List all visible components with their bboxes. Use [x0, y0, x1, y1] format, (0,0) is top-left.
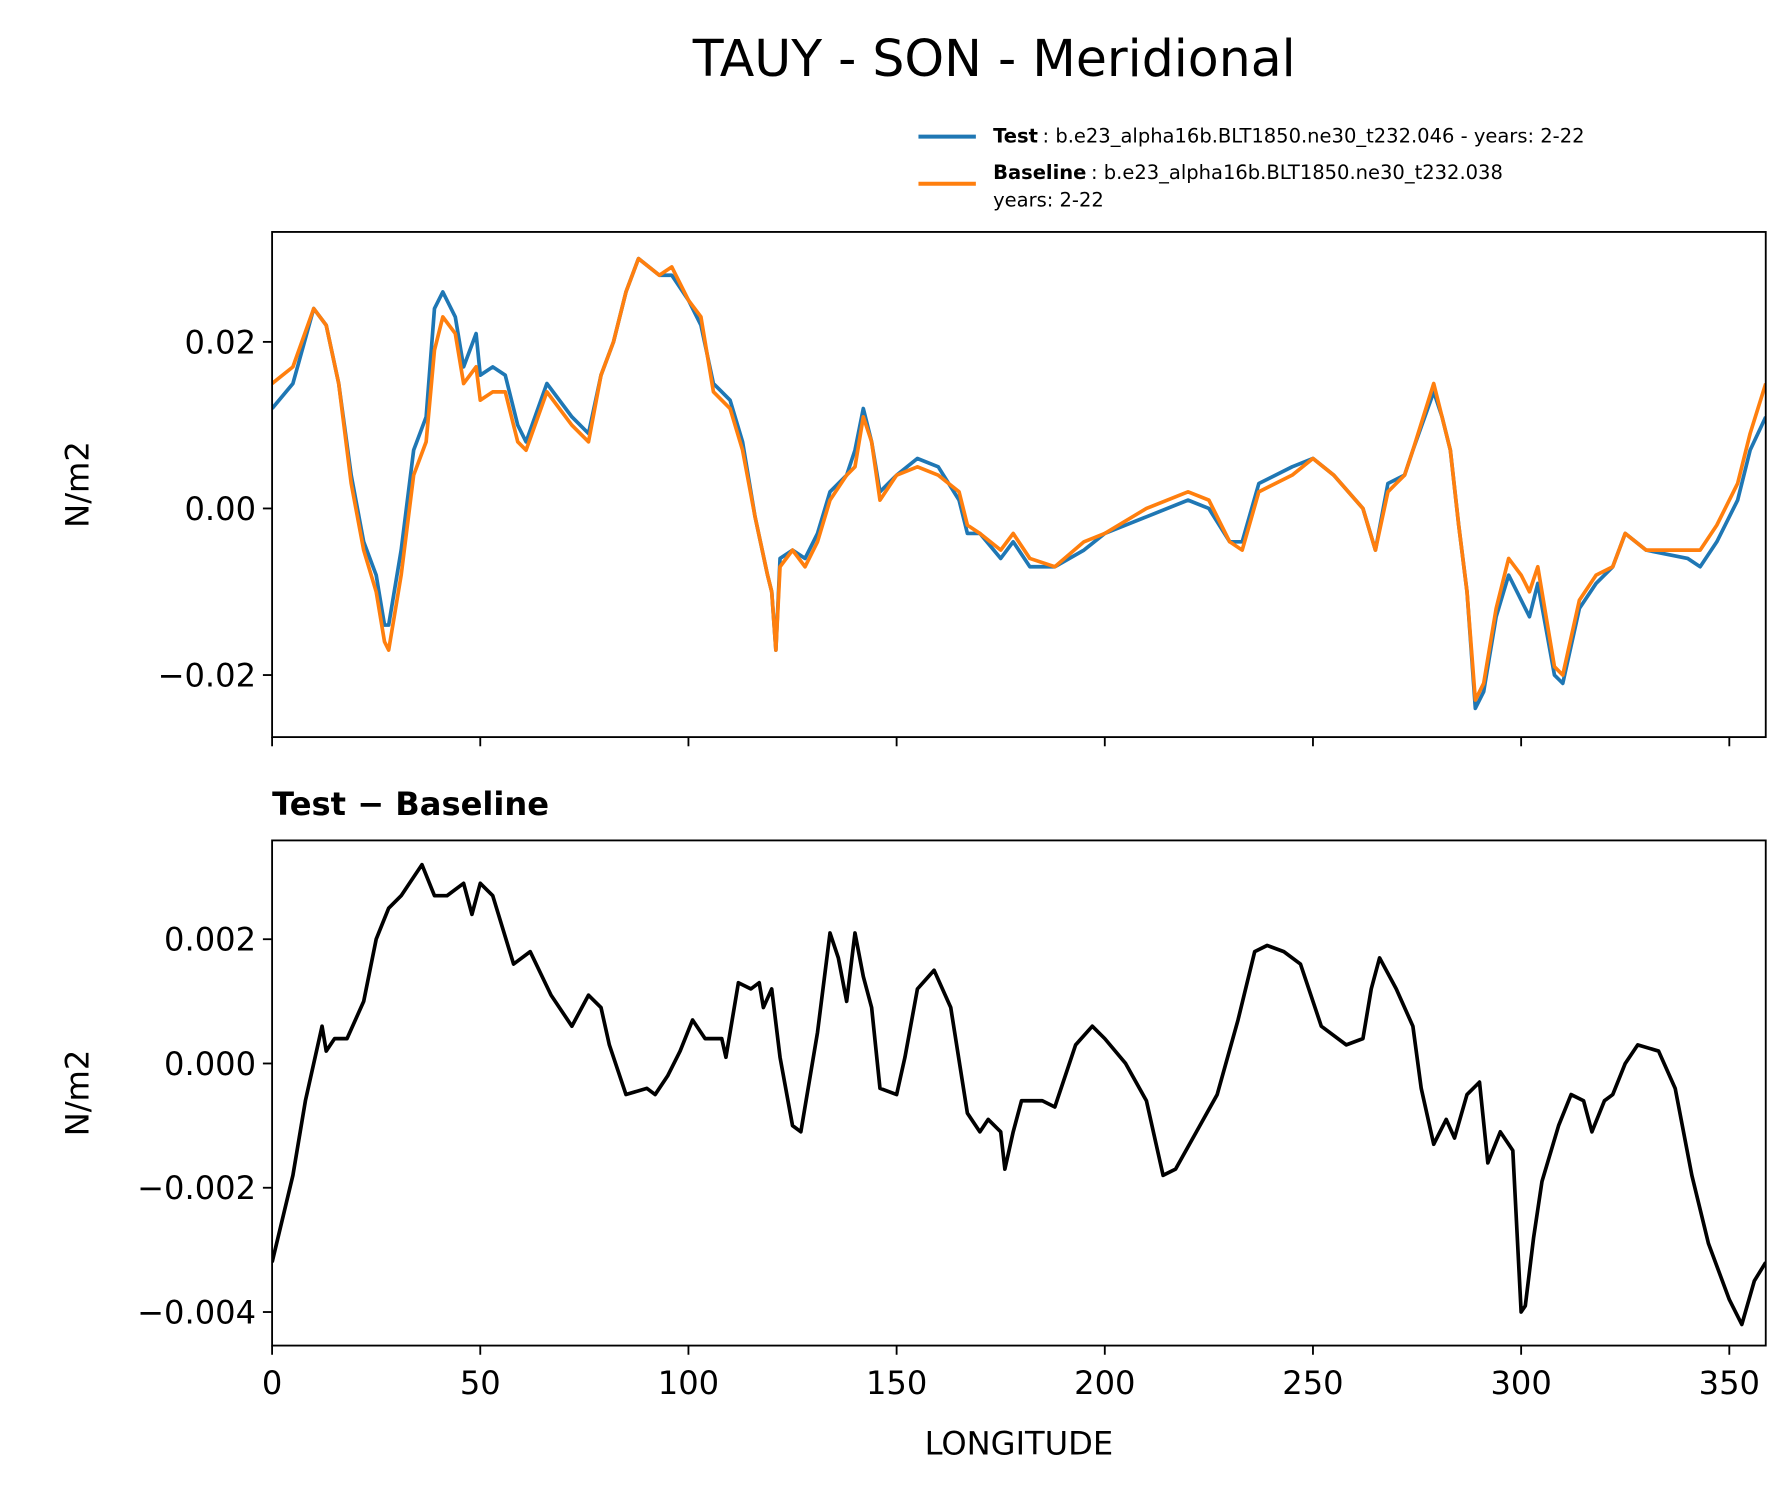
x-axis-label: LONGITUDE	[925, 1425, 1114, 1463]
y-tick-label: 0.000	[164, 1045, 256, 1083]
axes-frame	[271, 839, 1767, 1347]
legend-description: : b.e23_alpha16b.BLT1850.ne30_t232.038	[1091, 161, 1503, 184]
x-tick-label: 50	[460, 1364, 501, 1402]
data-line	[272, 256, 1766, 702]
x-tick-label: 350	[1699, 1364, 1760, 1402]
legend-label: Test: b.e23_alpha16b.BLT1850.ne30_t232.0…	[993, 124, 1584, 147]
x-tick-label: 0	[262, 1364, 282, 1402]
figure-title: TAUY - SON - Meridional	[692, 29, 1296, 88]
y-tick-label: −0.004	[137, 1294, 256, 1332]
x-tick-label: 200	[1074, 1364, 1135, 1402]
data-line	[272, 862, 1766, 1327]
x-tick-label: 250	[1282, 1364, 1343, 1402]
x-tick-label: 100	[658, 1364, 719, 1402]
legend-description: : b.e23_alpha16b.BLT1850.ne30_t232.046 -…	[1043, 124, 1585, 147]
x-tick-label: 150	[866, 1364, 927, 1402]
legend-description: years: 2-22	[993, 189, 1104, 212]
y-tick-label: 0.02	[184, 323, 256, 361]
axes-title: Test − Baseline	[272, 785, 549, 823]
legend-name: Test	[993, 124, 1038, 147]
x-tick-label: 300	[1490, 1364, 1551, 1402]
legend-label: Baseline: b.e23_alpha16b.BLT1850.ne30_t2…	[993, 161, 1503, 184]
legend-name: Baseline	[993, 161, 1086, 184]
y-tick-label: −0.02	[158, 657, 256, 695]
y-axis-label: N/m2	[58, 441, 96, 528]
y-tick-label: −0.002	[137, 1169, 256, 1207]
y-tick-label: 0.002	[164, 921, 256, 959]
y-axis-label: N/m2	[58, 1050, 96, 1137]
axes-frame	[271, 231, 1767, 739]
y-tick-label: 0.00	[184, 490, 256, 528]
